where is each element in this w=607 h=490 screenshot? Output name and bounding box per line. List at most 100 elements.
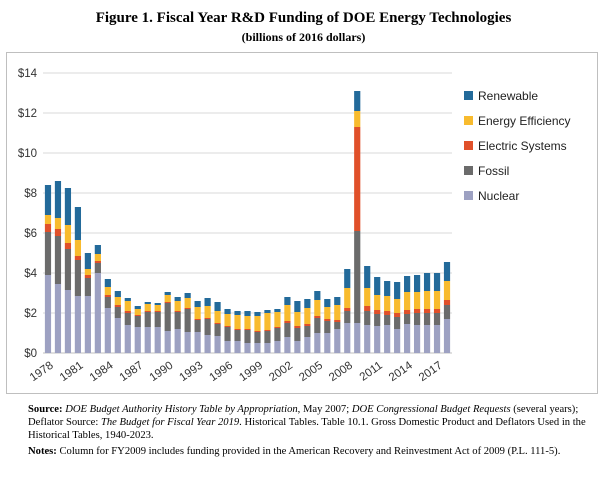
source-text-1: DOE Budget Authority History Table by Ap… bbox=[65, 404, 298, 415]
bar-segment-nuclear bbox=[354, 323, 361, 353]
notes-label: Notes: bbox=[28, 446, 57, 457]
bar-segment-renewable bbox=[194, 301, 201, 307]
bar-segment-nuclear bbox=[443, 319, 451, 353]
chart-frame: $0 $2 $4 $6 $8 $10 $12 $14 1978 1981 1984 1987 1990 1… bbox=[6, 52, 598, 394]
bar-segment-renewable bbox=[264, 310, 271, 313]
bar-segment-nuclear bbox=[214, 336, 221, 353]
legend-label: Renewable bbox=[478, 89, 538, 103]
bar-segment-electric-systems bbox=[384, 311, 391, 315]
bar-segment-electric-systems bbox=[404, 310, 411, 314]
bar-segment-electric-systems bbox=[124, 311, 131, 313]
source-text-3: DOE Congressional Budget Requests bbox=[351, 404, 511, 415]
bar-segment-nuclear bbox=[274, 341, 281, 353]
bar-segment-renewable bbox=[423, 273, 431, 291]
bar-segment-renewable bbox=[294, 301, 301, 312]
bar-segment-renewable bbox=[44, 185, 52, 215]
bar-segment-fossil bbox=[104, 297, 111, 308]
bar-segment-electric-systems bbox=[254, 331, 261, 332]
y-tick-label: $6 bbox=[24, 228, 37, 240]
bar-segment-fossil bbox=[374, 314, 381, 326]
bar-segment-energy-efficiency bbox=[94, 254, 101, 261]
bar-segment-energy-efficiency bbox=[404, 292, 411, 310]
bar-segment-energy-efficiency bbox=[304, 308, 311, 324]
bar-segment-electric-systems bbox=[74, 256, 82, 260]
bar-segment-energy-efficiency bbox=[124, 301, 131, 311]
bar-segment-fossil bbox=[324, 321, 331, 333]
bar-segment-nuclear bbox=[154, 327, 161, 353]
x-tick-label: 1993 bbox=[177, 360, 205, 385]
bar-segment-renewable bbox=[364, 266, 371, 288]
bar-segment-electric-systems bbox=[94, 261, 101, 263]
bar-segment-energy-efficiency bbox=[284, 305, 291, 321]
bar-segment-renewable bbox=[114, 291, 121, 297]
bar-segment-energy-efficiency bbox=[74, 240, 82, 256]
legend-swatch bbox=[464, 141, 473, 150]
legend-swatch bbox=[464, 166, 473, 175]
bar-segment-renewable bbox=[443, 262, 451, 281]
bar-segment-nuclear bbox=[234, 341, 241, 353]
bar-segment-electric-systems bbox=[54, 229, 62, 236]
bar-segment-fossil bbox=[84, 278, 91, 296]
bar-segment-energy-efficiency bbox=[294, 312, 301, 326]
x-tick-label: 2011 bbox=[358, 360, 385, 384]
bar-segment-energy-efficiency bbox=[114, 297, 121, 305]
x-tick-label: 1981 bbox=[58, 360, 86, 385]
bar-segment-fossil bbox=[264, 331, 271, 343]
bar-segment-energy-efficiency bbox=[224, 314, 231, 326]
bar-segment-renewable bbox=[274, 309, 281, 312]
bar-segment-renewable bbox=[234, 311, 241, 315]
figure-title: Figure 1. Fiscal Year R&D Funding of DOE… bbox=[95, 10, 512, 26]
bar-segment-fossil bbox=[54, 236, 62, 284]
bar-segment-energy-efficiency bbox=[433, 291, 441, 309]
y-tick-label: $12 bbox=[18, 108, 37, 120]
bar-segment-nuclear bbox=[364, 325, 371, 353]
bar-segment-fossil bbox=[64, 249, 72, 290]
bar-segment-nuclear bbox=[144, 327, 151, 353]
bar-segment-fossil bbox=[334, 322, 341, 329]
x-tick-label: 1999 bbox=[237, 360, 265, 385]
bar-segment-renewable bbox=[144, 302, 151, 304]
bar-segment-energy-efficiency bbox=[184, 298, 191, 308]
bar-segment-energy-efficiency bbox=[344, 288, 351, 308]
bar-segment-renewable bbox=[164, 292, 171, 295]
bar-segment-fossil bbox=[423, 313, 431, 325]
bar-segment-electric-systems bbox=[144, 311, 151, 312]
bar-segment-renewable bbox=[174, 297, 181, 301]
bar-segment-electric-systems bbox=[274, 327, 281, 328]
bar-segment-energy-efficiency bbox=[334, 305, 341, 320]
bar-segment-fossil bbox=[74, 260, 82, 296]
bar-segment-nuclear bbox=[54, 284, 62, 353]
bar-segment-renewable bbox=[184, 293, 191, 298]
bar-segment-nuclear bbox=[264, 343, 271, 353]
bar-segment-energy-efficiency bbox=[423, 291, 431, 309]
bar-segment-electric-systems bbox=[264, 330, 271, 331]
bar-segment-energy-efficiency bbox=[214, 311, 221, 323]
bar-segment-nuclear bbox=[423, 325, 431, 353]
legend-label: Fossil bbox=[478, 164, 509, 178]
bar-segment-energy-efficiency bbox=[413, 292, 421, 309]
bar-segment-nuclear bbox=[184, 332, 191, 353]
bar-segment-energy-efficiency bbox=[54, 218, 62, 229]
bar-segment-renewable bbox=[354, 91, 361, 111]
bar-segment-fossil bbox=[344, 311, 351, 323]
bar-segment-electric-systems bbox=[214, 323, 221, 324]
y-tick-label: $10 bbox=[18, 148, 37, 160]
bar-segment-electric-systems bbox=[184, 308, 191, 309]
bar-segment-renewable bbox=[54, 181, 62, 218]
bar-segment-fossil bbox=[294, 328, 301, 341]
bar-segment-energy-efficiency bbox=[64, 225, 72, 243]
bar-segment-nuclear bbox=[294, 341, 301, 353]
legend-label: Electric Systems bbox=[478, 139, 567, 153]
bar-segment-fossil bbox=[184, 309, 191, 332]
bar-segment-fossil bbox=[354, 231, 361, 323]
bar-segment-nuclear bbox=[94, 273, 101, 353]
bar-segment-renewable bbox=[304, 299, 311, 308]
bar-segment-energy-efficiency bbox=[204, 306, 211, 318]
bar-segment-fossil bbox=[394, 317, 401, 329]
bar-segment-electric-systems bbox=[84, 275, 91, 278]
bar-segment-nuclear bbox=[194, 332, 201, 353]
bar-segment-energy-efficiency bbox=[244, 316, 251, 329]
bar-segment-electric-systems bbox=[224, 326, 231, 327]
bar-segment-renewable bbox=[404, 276, 411, 292]
figure-subtitle: (billions of 2016 dollars) bbox=[241, 30, 366, 44]
